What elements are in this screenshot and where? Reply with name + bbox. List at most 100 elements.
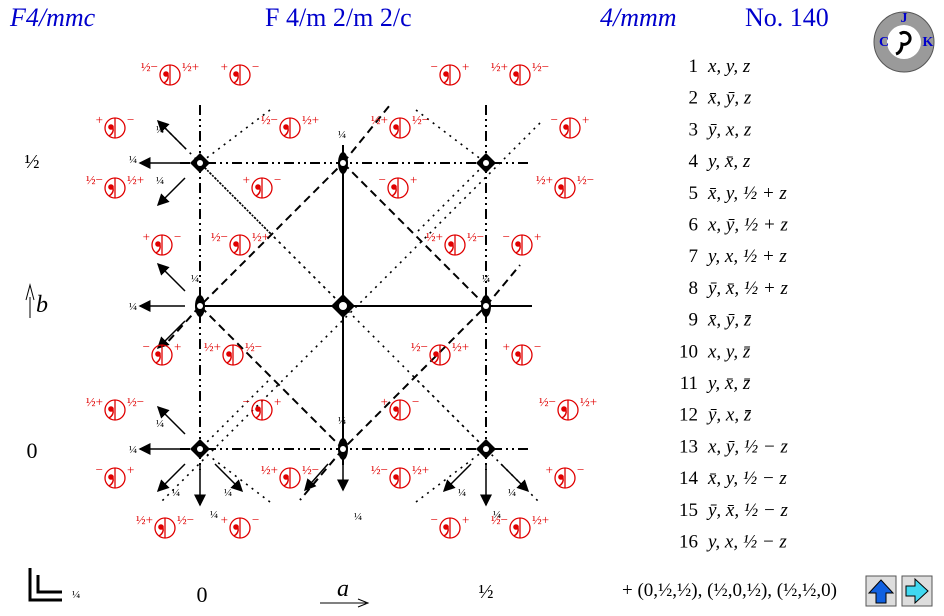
symbol-comma-tail [513, 527, 519, 537]
symbol-label: ½− [411, 339, 428, 354]
symbol-label: ½+ [580, 394, 597, 409]
symbol-label: − [243, 394, 250, 409]
next-button[interactable] [901, 575, 933, 607]
position-coord: x, ȳ, ½ + z [707, 215, 788, 236]
position-number: 1 [689, 56, 699, 77]
symbol: − + [503, 229, 541, 256]
symbol-label: + [274, 394, 281, 409]
symbol-label: ½+ [426, 229, 443, 244]
symbol-label: + [221, 512, 228, 527]
symbol-label: ½+ [302, 112, 319, 127]
height-label: ¼ [458, 487, 466, 499]
symbol-label: + [410, 172, 417, 187]
symbol: − + [431, 512, 469, 539]
center-dot [197, 303, 203, 309]
position-number: 12 [679, 405, 698, 426]
height-label: ¼ [224, 487, 232, 499]
symbol-label: ½− [141, 59, 158, 74]
symbol-label: ½+ [136, 512, 153, 527]
symbol-label: ½− [412, 112, 429, 127]
symbol: ½+ ½− [426, 229, 484, 256]
symbol-comma-tail [233, 244, 239, 254]
symbol-label: + [127, 462, 134, 477]
symbol: ½+ ½− [86, 394, 144, 421]
position-coord: ȳ, x, z̄ [706, 405, 752, 426]
symbol-label: + [381, 394, 388, 409]
symbol-comma-tail [155, 354, 161, 364]
symbol-comma-tail [558, 187, 564, 197]
symbol-label: − [143, 339, 150, 354]
symbol-label: ½+ [252, 229, 269, 244]
symbol-label: + [174, 339, 181, 354]
position-coord: x̄, y, ½ − z [707, 468, 787, 489]
symbol: + − [381, 394, 419, 421]
position-coord: x, y, z̄ [707, 341, 751, 362]
diamonds [190, 152, 496, 460]
symbol-label: ½+ [86, 394, 103, 409]
symbol-label: + [462, 512, 469, 527]
symbols: ½− ½+ + − − + ½+ ½−+ − ½− ½+ ½+ ½− − +½− ½+ + − − + ½+ ½−+ − ½−… [86, 59, 597, 539]
symbol-label: − [379, 172, 386, 187]
height-label: ¼ [338, 129, 346, 141]
axis-tick: ½ [479, 581, 494, 603]
symbol: − + [431, 59, 469, 86]
symbol-label: + [503, 339, 510, 354]
symbol-comma-tail [433, 354, 439, 364]
symbol-comma-tail [443, 74, 449, 84]
symbol-comma-tail [393, 409, 399, 419]
symbol-comma-tail [393, 127, 399, 137]
position-number: 15 [679, 500, 698, 521]
position-number: 5 [689, 183, 699, 204]
symbol-comma-tail [233, 74, 239, 84]
position-number: 11 [680, 373, 698, 394]
symbol: ½− ½+ [261, 112, 319, 139]
center-dot [483, 446, 489, 452]
axis-tick: 0 [197, 582, 208, 607]
up-button[interactable] [865, 575, 897, 607]
position-coord: ȳ, x, z [706, 119, 752, 140]
height-label: ¼ [129, 154, 137, 166]
logo-letter: K [923, 35, 934, 50]
height-label: ¼ [493, 509, 501, 521]
symbol-label: + [534, 229, 541, 244]
symbol-label: + [582, 112, 589, 127]
symbol-comma-tail [226, 354, 232, 364]
symbol: F4/mmc [9, 3, 96, 32]
symbol: ½− ½+ [86, 172, 144, 199]
symbol-label: ½+ [536, 172, 553, 187]
position-number: 6 [689, 215, 699, 236]
symbol: ½− ½+ [411, 339, 469, 366]
symbol-comma-tail [108, 477, 114, 487]
center-dot [197, 160, 203, 166]
symbol-label: − [431, 512, 438, 527]
symbol-label: ½+ [491, 59, 508, 74]
logo-letter: C [879, 35, 889, 50]
point-group: 4/mmm [600, 3, 677, 32]
symbol-comma-tail [563, 127, 569, 137]
symbol-comma-tail [515, 354, 521, 364]
height-label: ¼ [508, 487, 516, 499]
symbol: + − [96, 112, 134, 139]
symbol: ½+ ½− [536, 172, 594, 199]
symbol-label: − [534, 339, 541, 354]
symbol: ½− ½+ [211, 229, 269, 256]
position-coord: x, y, z [707, 56, 751, 77]
height-label: ¼ [210, 509, 218, 521]
symbol-comma-tail [561, 409, 567, 419]
height-label: ¼ [191, 273, 199, 285]
height-label: ¼ [129, 301, 137, 313]
position-coord: x̄, ȳ, z̄ [707, 310, 752, 331]
axis-label: b [36, 292, 48, 318]
logo: J K C [873, 11, 935, 73]
position-coord: y, x, ½ + z [706, 246, 787, 267]
position-number: 3 [689, 119, 699, 140]
symbol-label: ½− [467, 229, 484, 244]
symbol-label: + [462, 59, 469, 74]
symbol-label: ½− [127, 394, 144, 409]
logo-letter: J [901, 11, 908, 26]
position-coord: y, x̄, z [706, 151, 751, 172]
symbol: + − [243, 172, 281, 199]
symbol-comma-tail [255, 187, 261, 197]
symbol: − + [379, 172, 417, 199]
symbol: ½+ ½− [204, 339, 262, 366]
